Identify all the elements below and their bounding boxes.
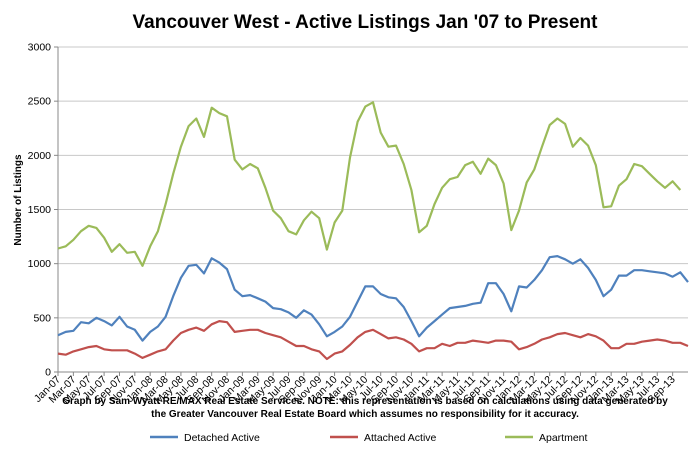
y-axis-ticks: 0 500 1000 1500 2000 2500 3000 xyxy=(28,42,58,379)
legend-label-attached-active: Attached Active xyxy=(364,432,437,444)
y-tick-label-1000: 1000 xyxy=(28,258,52,270)
legend-label-detached-active: Detached Active xyxy=(184,432,260,444)
series-line-apartment xyxy=(57,101,682,267)
y-axis-label: Number of Listings xyxy=(13,154,24,246)
series-lines xyxy=(57,101,689,361)
legend: Detached Active Attached Active Apartment xyxy=(150,432,588,444)
y-tick-label-3000: 3000 xyxy=(28,42,52,54)
legend-label-apartment: Apartment xyxy=(539,432,588,444)
series-line-attached-active xyxy=(57,320,689,361)
footnote-line-1: Graph by Sam Wyatt RE/MAX Real Estate Se… xyxy=(62,396,668,407)
y-tick-label-2500: 2500 xyxy=(28,96,52,108)
footnote-line-2: the Greater Vancouver Real Estate Board … xyxy=(151,409,579,420)
y-tick-label-0: 0 xyxy=(45,367,51,379)
y-tick-label-1500: 1500 xyxy=(28,204,52,216)
axes xyxy=(57,47,688,373)
chart-title: Vancouver West - Active Listings Jan '07… xyxy=(133,12,599,33)
series-line-detached-active xyxy=(57,255,689,342)
y-tick-label-2000: 2000 xyxy=(28,150,52,162)
y-tick-label-500: 500 xyxy=(33,312,51,324)
